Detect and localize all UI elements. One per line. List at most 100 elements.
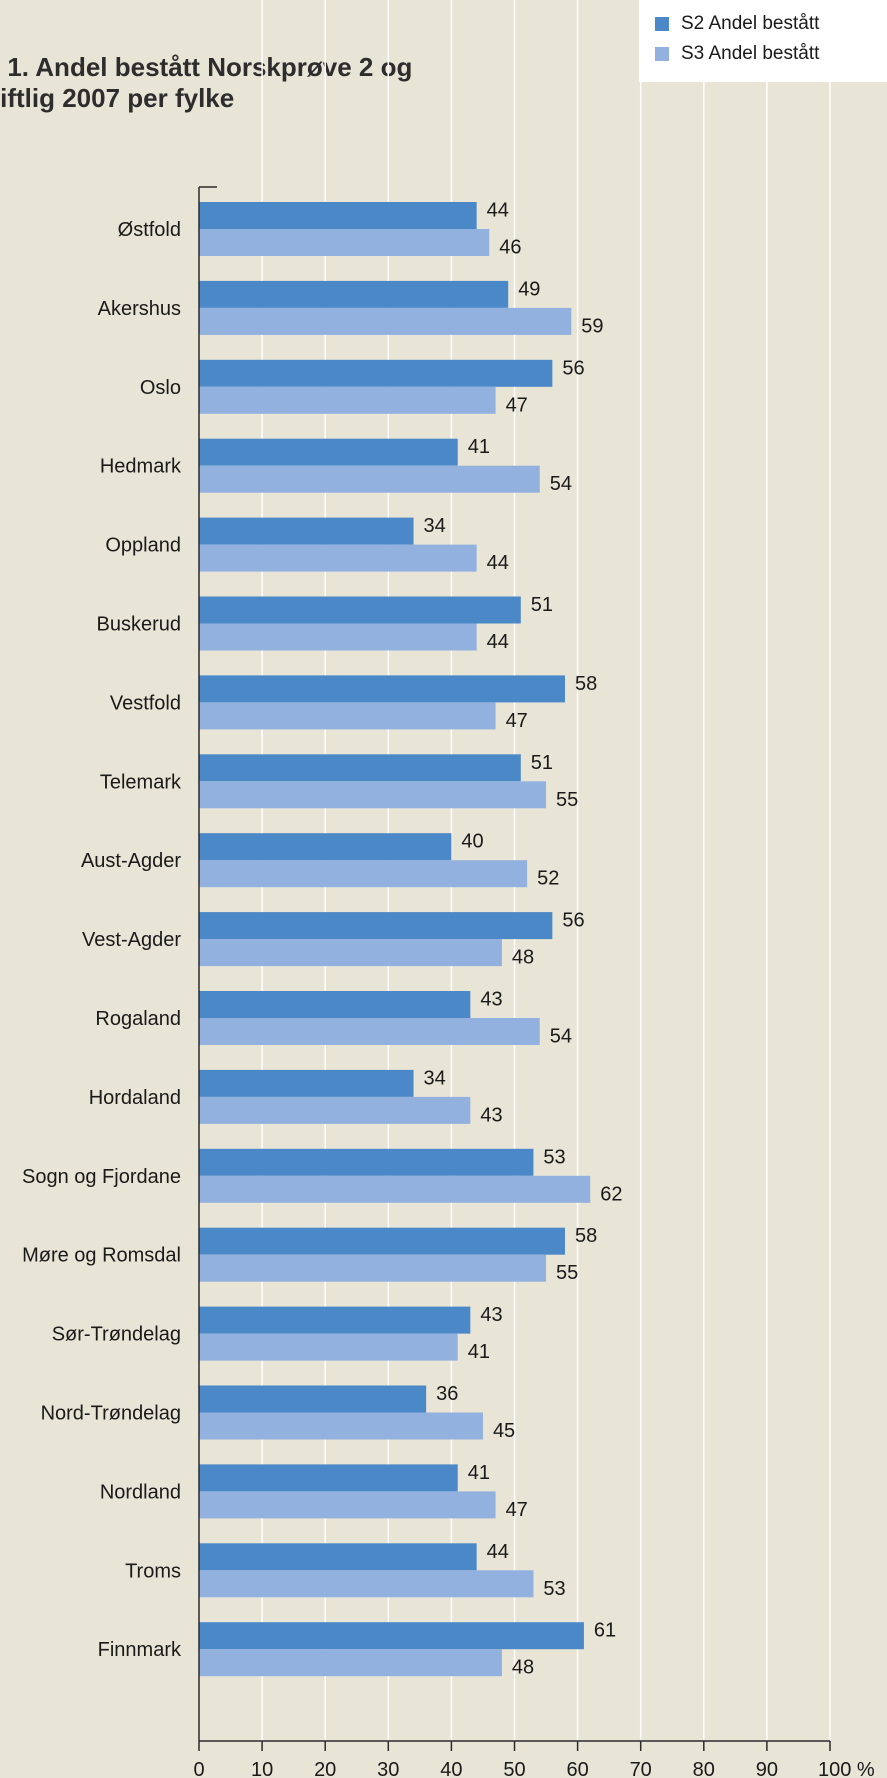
data-label-s2-1: 49: [518, 278, 540, 300]
bar-s2-18: [199, 1622, 584, 1650]
data-label-s2-9: 56: [562, 910, 584, 932]
data-label-s3-18: 48: [512, 1657, 534, 1679]
x-tick-label: 70: [630, 1759, 652, 1778]
bar-s2-13: [199, 1227, 565, 1255]
bar-s2-1: [199, 280, 509, 308]
bar-s2-3: [199, 438, 458, 466]
chart-title: r 1. Andel bestått Norskprøve 2 og riftl…: [0, 52, 413, 113]
bar-s2-8: [199, 833, 452, 861]
x-tick-labels: 0 10 20 30 40 50 60 70 80 90 100 %: [193, 1759, 874, 1778]
bar-s2-11: [199, 1069, 414, 1097]
category-label: Møre og Romsdal: [22, 1245, 181, 1267]
category-label: Oslo: [140, 377, 181, 399]
x-tick-label: 40: [440, 1759, 462, 1778]
bar-s2-0: [199, 202, 477, 229]
bar-s3-2: [199, 386, 496, 414]
data-label-s3-4: 44: [487, 552, 509, 574]
x-tick-label: 100 %: [818, 1759, 875, 1778]
data-label-s3-7: 55: [556, 789, 578, 811]
category-label: Aust-Agder: [81, 850, 181, 872]
bar-s2-12: [199, 1148, 534, 1176]
bar-s3-5: [199, 623, 477, 651]
x-tick-label: 20: [314, 1759, 336, 1778]
bar-s3-13: [199, 1254, 547, 1282]
bar-s3-18: [199, 1649, 502, 1677]
data-label-s3-14: 41: [468, 1341, 490, 1363]
bar-s2-16: [199, 1464, 458, 1492]
data-label-s2-12: 53: [543, 1146, 565, 1168]
bar-s2-2: [199, 359, 553, 387]
data-label-s3-9: 48: [512, 947, 534, 969]
category-label: Telemark: [100, 771, 182, 793]
data-label-s3-11: 43: [480, 1104, 502, 1126]
category-label: Nord-Trøndelag: [41, 1403, 181, 1425]
data-label-s3-2: 47: [506, 394, 528, 416]
data-labels: 4446495956474154344451445847515540525648…: [424, 200, 623, 1679]
legend-item-s3: S3 Andel bestått: [655, 42, 819, 66]
category-label: Nordland: [100, 1481, 181, 1503]
category-label: Vestfold: [110, 692, 181, 714]
data-label-s3-13: 55: [556, 1262, 578, 1284]
data-label-s3-1: 59: [581, 315, 603, 337]
category-label: Troms: [125, 1560, 181, 1582]
bar-s2-6: [199, 675, 565, 703]
legend-label-s3: S3 Andel bestått: [681, 43, 820, 64]
data-label-s2-16: 41: [468, 1462, 490, 1484]
x-tick-label: 50: [503, 1759, 525, 1778]
bar-s3-12: [199, 1175, 591, 1203]
data-label-s2-15: 36: [436, 1383, 458, 1405]
x-tick-label: 90: [756, 1759, 778, 1778]
data-label-s2-3: 41: [468, 436, 490, 458]
bar-s2-9: [199, 912, 553, 940]
bar-s2-10: [199, 991, 471, 1018]
data-label-s3-15: 45: [493, 1420, 515, 1442]
data-label-s3-10: 54: [550, 1026, 572, 1048]
bar-s3-8: [199, 860, 528, 888]
data-label-s3-12: 62: [600, 1183, 622, 1205]
bar-s2-5: [199, 596, 521, 624]
x-tick-label: 60: [566, 1759, 588, 1778]
data-label-s2-18: 61: [594, 1620, 616, 1642]
legend-swatch-s2: [655, 17, 669, 31]
data-label-s3-16: 47: [506, 1499, 528, 1521]
category-label: Sogn og Fjordane: [22, 1166, 181, 1188]
data-label-s3-17: 53: [543, 1578, 565, 1600]
data-label-s2-4: 34: [424, 515, 446, 537]
data-label-s2-17: 44: [487, 1541, 509, 1563]
category-label: Hordaland: [89, 1087, 181, 1109]
data-label-s2-10: 43: [480, 989, 502, 1011]
x-tick-label: 80: [693, 1759, 715, 1778]
data-label-s2-8: 40: [461, 831, 483, 853]
bar-s3-9: [199, 939, 502, 967]
category-label: Akershus: [98, 298, 181, 320]
category-label: Oppland: [105, 535, 181, 557]
x-tick-label: 10: [251, 1759, 273, 1778]
data-label-s3-3: 54: [550, 473, 572, 495]
bar-s2-14: [199, 1306, 471, 1334]
legend-item-s2: S2 Andel bestått: [655, 12, 819, 36]
data-label-s2-7: 51: [531, 752, 553, 774]
data-label-s3-5: 44: [487, 631, 509, 653]
category-label: Sør-Trøndelag: [52, 1324, 181, 1346]
data-label-s2-2: 56: [562, 357, 584, 379]
axes: [198, 186, 831, 1751]
category-label: Buskerud: [97, 614, 182, 636]
legend-swatch-s3: [655, 47, 669, 61]
data-label-s2-0: 44: [487, 200, 509, 222]
bar-s3-15: [199, 1412, 483, 1440]
bar-s2-4: [199, 517, 414, 545]
bar-s3-14: [199, 1333, 458, 1361]
bar-s3-4: [199, 544, 477, 572]
data-label-s2-14: 43: [480, 1304, 502, 1326]
bar-s3-1: [199, 307, 572, 335]
data-label-s2-6: 58: [575, 673, 597, 695]
data-label-s2-5: 51: [531, 594, 553, 616]
bar-s2-15: [199, 1385, 427, 1413]
bar-s3-6: [199, 702, 496, 730]
bar-s3-10: [199, 1018, 540, 1045]
bar-s3-0: [199, 229, 490, 256]
data-label-s3-0: 46: [499, 237, 521, 259]
bar-s3-7: [199, 781, 547, 809]
bar-series: [199, 202, 591, 1677]
